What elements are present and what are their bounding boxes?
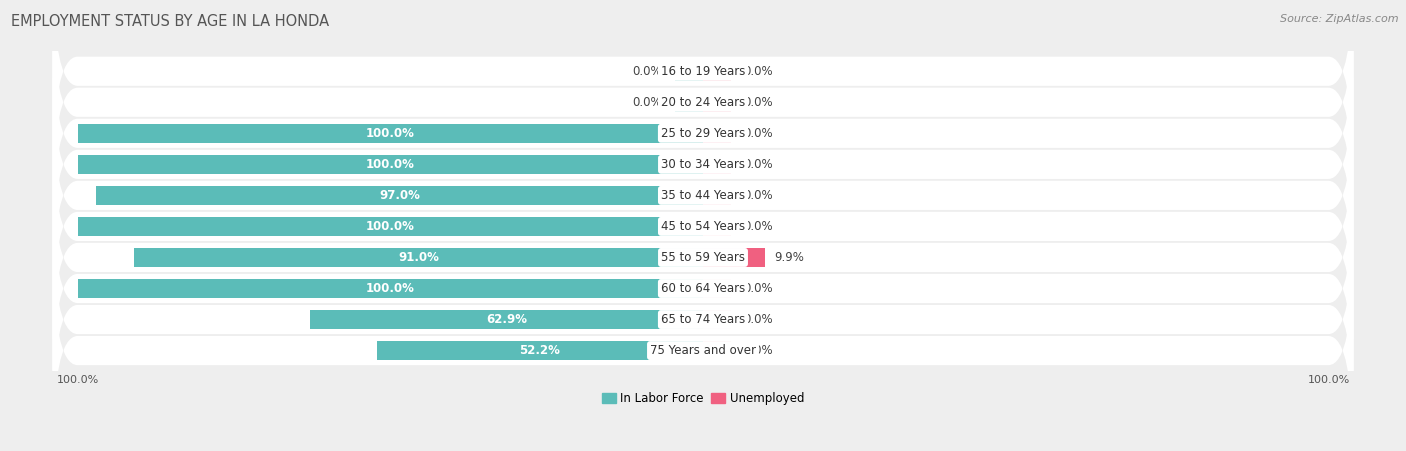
- Text: 25 to 29 Years: 25 to 29 Years: [661, 127, 745, 140]
- Text: 100.0%: 100.0%: [366, 220, 415, 233]
- FancyBboxPatch shape: [52, 241, 1354, 451]
- Bar: [309, 310, 703, 329]
- Bar: [703, 279, 731, 298]
- Text: 0.0%: 0.0%: [633, 96, 662, 109]
- Bar: [96, 186, 703, 205]
- Bar: [377, 341, 703, 360]
- Text: 9.9%: 9.9%: [775, 251, 804, 264]
- Bar: [703, 217, 731, 236]
- FancyBboxPatch shape: [52, 179, 1354, 398]
- Text: 62.9%: 62.9%: [486, 313, 527, 326]
- FancyBboxPatch shape: [52, 117, 1354, 336]
- Text: 0.0%: 0.0%: [744, 189, 773, 202]
- Bar: [675, 92, 703, 112]
- Text: 55 to 59 Years: 55 to 59 Years: [661, 251, 745, 264]
- FancyBboxPatch shape: [52, 148, 1354, 367]
- Bar: [703, 186, 731, 205]
- Text: 100.0%: 100.0%: [366, 158, 415, 171]
- Bar: [675, 62, 703, 81]
- Bar: [703, 62, 731, 81]
- Text: 0.0%: 0.0%: [633, 65, 662, 78]
- Text: 0.0%: 0.0%: [744, 96, 773, 109]
- Text: 0.0%: 0.0%: [744, 65, 773, 78]
- Text: 16 to 19 Years: 16 to 19 Years: [661, 65, 745, 78]
- Text: EMPLOYMENT STATUS BY AGE IN LA HONDA: EMPLOYMENT STATUS BY AGE IN LA HONDA: [11, 14, 329, 28]
- FancyBboxPatch shape: [52, 0, 1354, 181]
- Bar: [703, 310, 731, 329]
- Text: 75 Years and over: 75 Years and over: [650, 344, 756, 357]
- Text: 0.0%: 0.0%: [744, 127, 773, 140]
- Text: 60 to 64 Years: 60 to 64 Years: [661, 282, 745, 295]
- Text: 35 to 44 Years: 35 to 44 Years: [661, 189, 745, 202]
- FancyBboxPatch shape: [52, 210, 1354, 429]
- Text: 100.0%: 100.0%: [366, 282, 415, 295]
- Text: 0.0%: 0.0%: [744, 220, 773, 233]
- Text: 45 to 54 Years: 45 to 54 Years: [661, 220, 745, 233]
- Bar: [77, 217, 703, 236]
- FancyBboxPatch shape: [52, 55, 1354, 274]
- FancyBboxPatch shape: [52, 0, 1354, 212]
- Bar: [703, 92, 731, 112]
- Text: 0.0%: 0.0%: [744, 344, 773, 357]
- Bar: [703, 341, 731, 360]
- Bar: [703, 124, 731, 143]
- Text: Source: ZipAtlas.com: Source: ZipAtlas.com: [1281, 14, 1399, 23]
- FancyBboxPatch shape: [52, 86, 1354, 305]
- Bar: [77, 124, 703, 143]
- Text: 0.0%: 0.0%: [744, 158, 773, 171]
- Text: 91.0%: 91.0%: [398, 251, 439, 264]
- Bar: [77, 155, 703, 174]
- Text: 52.2%: 52.2%: [519, 344, 560, 357]
- Legend: In Labor Force, Unemployed: In Labor Force, Unemployed: [598, 387, 808, 410]
- Bar: [77, 279, 703, 298]
- Bar: [134, 248, 703, 267]
- Bar: [703, 155, 731, 174]
- FancyBboxPatch shape: [52, 24, 1354, 243]
- Bar: [703, 248, 765, 267]
- Text: 0.0%: 0.0%: [744, 313, 773, 326]
- Text: 0.0%: 0.0%: [744, 282, 773, 295]
- Text: 65 to 74 Years: 65 to 74 Years: [661, 313, 745, 326]
- Text: 30 to 34 Years: 30 to 34 Years: [661, 158, 745, 171]
- Text: 100.0%: 100.0%: [366, 127, 415, 140]
- Text: 20 to 24 Years: 20 to 24 Years: [661, 96, 745, 109]
- Text: 97.0%: 97.0%: [380, 189, 420, 202]
